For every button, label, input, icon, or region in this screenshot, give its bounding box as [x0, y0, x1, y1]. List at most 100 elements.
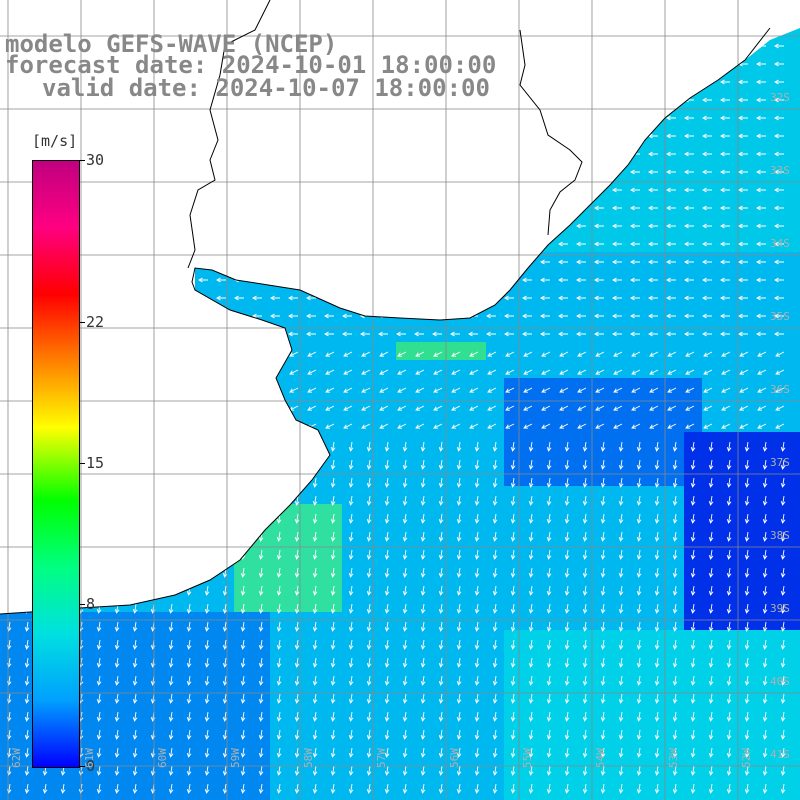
- wind-speed-cell: [648, 324, 666, 342]
- wind-speed-cell: [720, 162, 738, 180]
- wind-arrow: [720, 313, 730, 319]
- wind-arrow: [631, 369, 641, 375]
- wind-speed-cell: [540, 522, 558, 540]
- wind-arrow: [738, 205, 748, 211]
- wind-speed-cell: [558, 396, 576, 414]
- wind-arrow: [307, 351, 317, 357]
- wind-speed-cell: [522, 792, 540, 800]
- wind-arrow: [379, 351, 389, 357]
- wind-speed-cell: [702, 180, 720, 198]
- wind-arrow: [702, 169, 712, 175]
- wind-arrow: [433, 423, 443, 429]
- wind-arrow: [168, 783, 174, 794]
- wind-speed-cell: [576, 666, 594, 684]
- wind-speed-cell: [684, 414, 702, 432]
- wind-arrow: [739, 405, 749, 411]
- wind-arrow: [96, 693, 102, 704]
- wind-arrow: [114, 747, 120, 758]
- wind-arrow: [384, 747, 390, 758]
- wind-speed-cell: [378, 324, 396, 342]
- wind-speed-cell: [738, 774, 756, 792]
- wind-arrow: [343, 351, 353, 357]
- wind-speed-cell: [342, 432, 360, 450]
- wind-arrow: [726, 711, 732, 722]
- wind-arrow: [672, 495, 678, 506]
- wind-arrow: [451, 351, 461, 357]
- wind-arrow: [186, 765, 192, 776]
- wind-arrow: [505, 369, 515, 375]
- wind-speed-cell: [612, 324, 630, 342]
- wind-speed-cell: [162, 756, 180, 774]
- wind-speed-cell: [756, 90, 774, 108]
- wind-arrow: [690, 693, 696, 704]
- wind-arrow: [726, 675, 732, 686]
- wind-arrow: [576, 277, 586, 283]
- wind-arrow: [648, 169, 658, 175]
- wind-arrow: [708, 711, 714, 722]
- wind-arrow: [744, 621, 750, 632]
- wind-speed-cell: [270, 774, 288, 792]
- wind-speed-cell: [90, 612, 108, 630]
- wind-arrow: [564, 729, 570, 740]
- wind-arrow: [684, 259, 694, 265]
- wind-speed-cell: [738, 666, 756, 684]
- wind-speed-cell: [360, 558, 378, 576]
- wind-speed-cell: [126, 774, 144, 792]
- wind-arrow: [330, 711, 336, 722]
- wind-speed-cell: [270, 594, 288, 612]
- wind-speed-cell: [720, 216, 738, 234]
- wind-arrow: [276, 621, 282, 632]
- wind-speed-cell: [594, 756, 612, 774]
- wind-speed-cell: [306, 612, 324, 630]
- wind-arrow: [397, 351, 407, 357]
- wind-speed-cell: [594, 378, 612, 396]
- wind-arrow: [762, 459, 768, 470]
- wind-arrow: [726, 567, 732, 578]
- wind-speed-cell: [432, 576, 450, 594]
- wind-arrow: [726, 621, 732, 632]
- wind-speed-cell: [738, 468, 756, 486]
- wind-speed-cell: [630, 486, 648, 504]
- wind-arrow: [186, 639, 192, 650]
- wind-arrow: [132, 657, 138, 668]
- wind-arrow: [649, 405, 659, 411]
- wind-speed-cell: [684, 522, 702, 540]
- wind-arrow: [474, 765, 480, 776]
- wind-speed-cell: [396, 324, 414, 342]
- wind-speed-cell: [720, 774, 738, 792]
- wind-arrow: [648, 241, 658, 247]
- wind-speed-cell: [720, 396, 738, 414]
- wind-speed-cell: [90, 738, 108, 756]
- wind-arrow: [528, 603, 534, 614]
- wind-arrow: [330, 495, 336, 506]
- wind-arrow: [666, 151, 676, 157]
- wind-arrow: [330, 513, 336, 524]
- wind-speed-cell: [432, 432, 450, 450]
- wind-speed-cell: [432, 702, 450, 720]
- wind-arrow: [720, 115, 730, 121]
- wind-speed-cell: [522, 738, 540, 756]
- wind-speed-cell: [270, 288, 288, 306]
- wind-speed-cell: [504, 792, 522, 800]
- wind-speed-cell: [288, 342, 306, 360]
- wind-arrow: [258, 729, 264, 740]
- wind-arrow: [186, 747, 192, 758]
- wind-arrow: [595, 423, 605, 429]
- wind-speed-cell: [612, 342, 630, 360]
- wind-speed-cell: [486, 540, 504, 558]
- wind-speed-cell: [576, 630, 594, 648]
- wind-arrow: [276, 783, 282, 794]
- wind-speed-cell: [180, 792, 198, 800]
- wind-speed-cell: [288, 720, 306, 738]
- wind-arrow: [276, 531, 282, 542]
- wind-speed-cell: [720, 198, 738, 216]
- wind-arrow: [756, 115, 766, 121]
- wind-arrow: [726, 783, 732, 794]
- wind-speed-cell: [432, 774, 450, 792]
- wind-arrow: [204, 675, 210, 686]
- colorbar-tick-label: 8: [86, 595, 96, 614]
- wind-arrow: [757, 405, 767, 411]
- wind-arrow: [762, 711, 768, 722]
- wind-arrow: [744, 513, 750, 524]
- wind-arrow: [492, 567, 498, 578]
